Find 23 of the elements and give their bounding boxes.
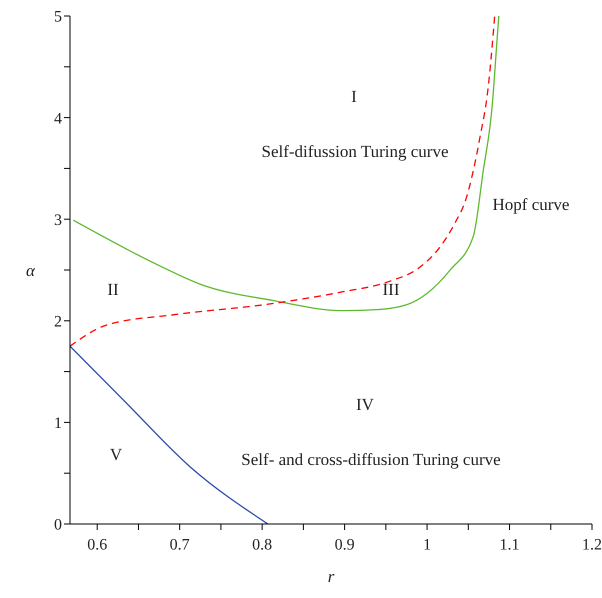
x-tick-label: 0.9 bbox=[334, 536, 355, 554]
annotation: III bbox=[382, 280, 400, 300]
x-tick-label: 0.8 bbox=[252, 536, 272, 554]
x-axis-title: r bbox=[328, 567, 335, 586]
y-tick-label: 5 bbox=[54, 8, 62, 26]
annotation: Hopf curve bbox=[492, 195, 570, 215]
y-tick-label: 2 bbox=[54, 313, 62, 330]
y-tick-label: 0 bbox=[54, 516, 62, 534]
y-axis-title: α bbox=[26, 261, 36, 280]
y-tick-label: 3 bbox=[54, 212, 62, 229]
x-tick-label: 0.6 bbox=[87, 536, 108, 554]
annotation: Self- and cross-diffusion Turing curve bbox=[241, 450, 501, 470]
y-tick-label: 1 bbox=[54, 415, 62, 432]
y-tick-label: 4 bbox=[54, 110, 62, 128]
x-tick-label: 1 bbox=[423, 536, 432, 554]
x-tick-label: 0.7 bbox=[170, 536, 190, 554]
annotation: I bbox=[351, 87, 357, 107]
x-tick-label: 1.2 bbox=[582, 536, 602, 554]
annotation: IV bbox=[356, 395, 374, 415]
annotation: Self-difussion Turing curve bbox=[262, 142, 448, 162]
x-tick-label: 1.1 bbox=[500, 536, 520, 554]
annotation: V bbox=[110, 445, 122, 465]
annotation: II bbox=[107, 280, 119, 300]
